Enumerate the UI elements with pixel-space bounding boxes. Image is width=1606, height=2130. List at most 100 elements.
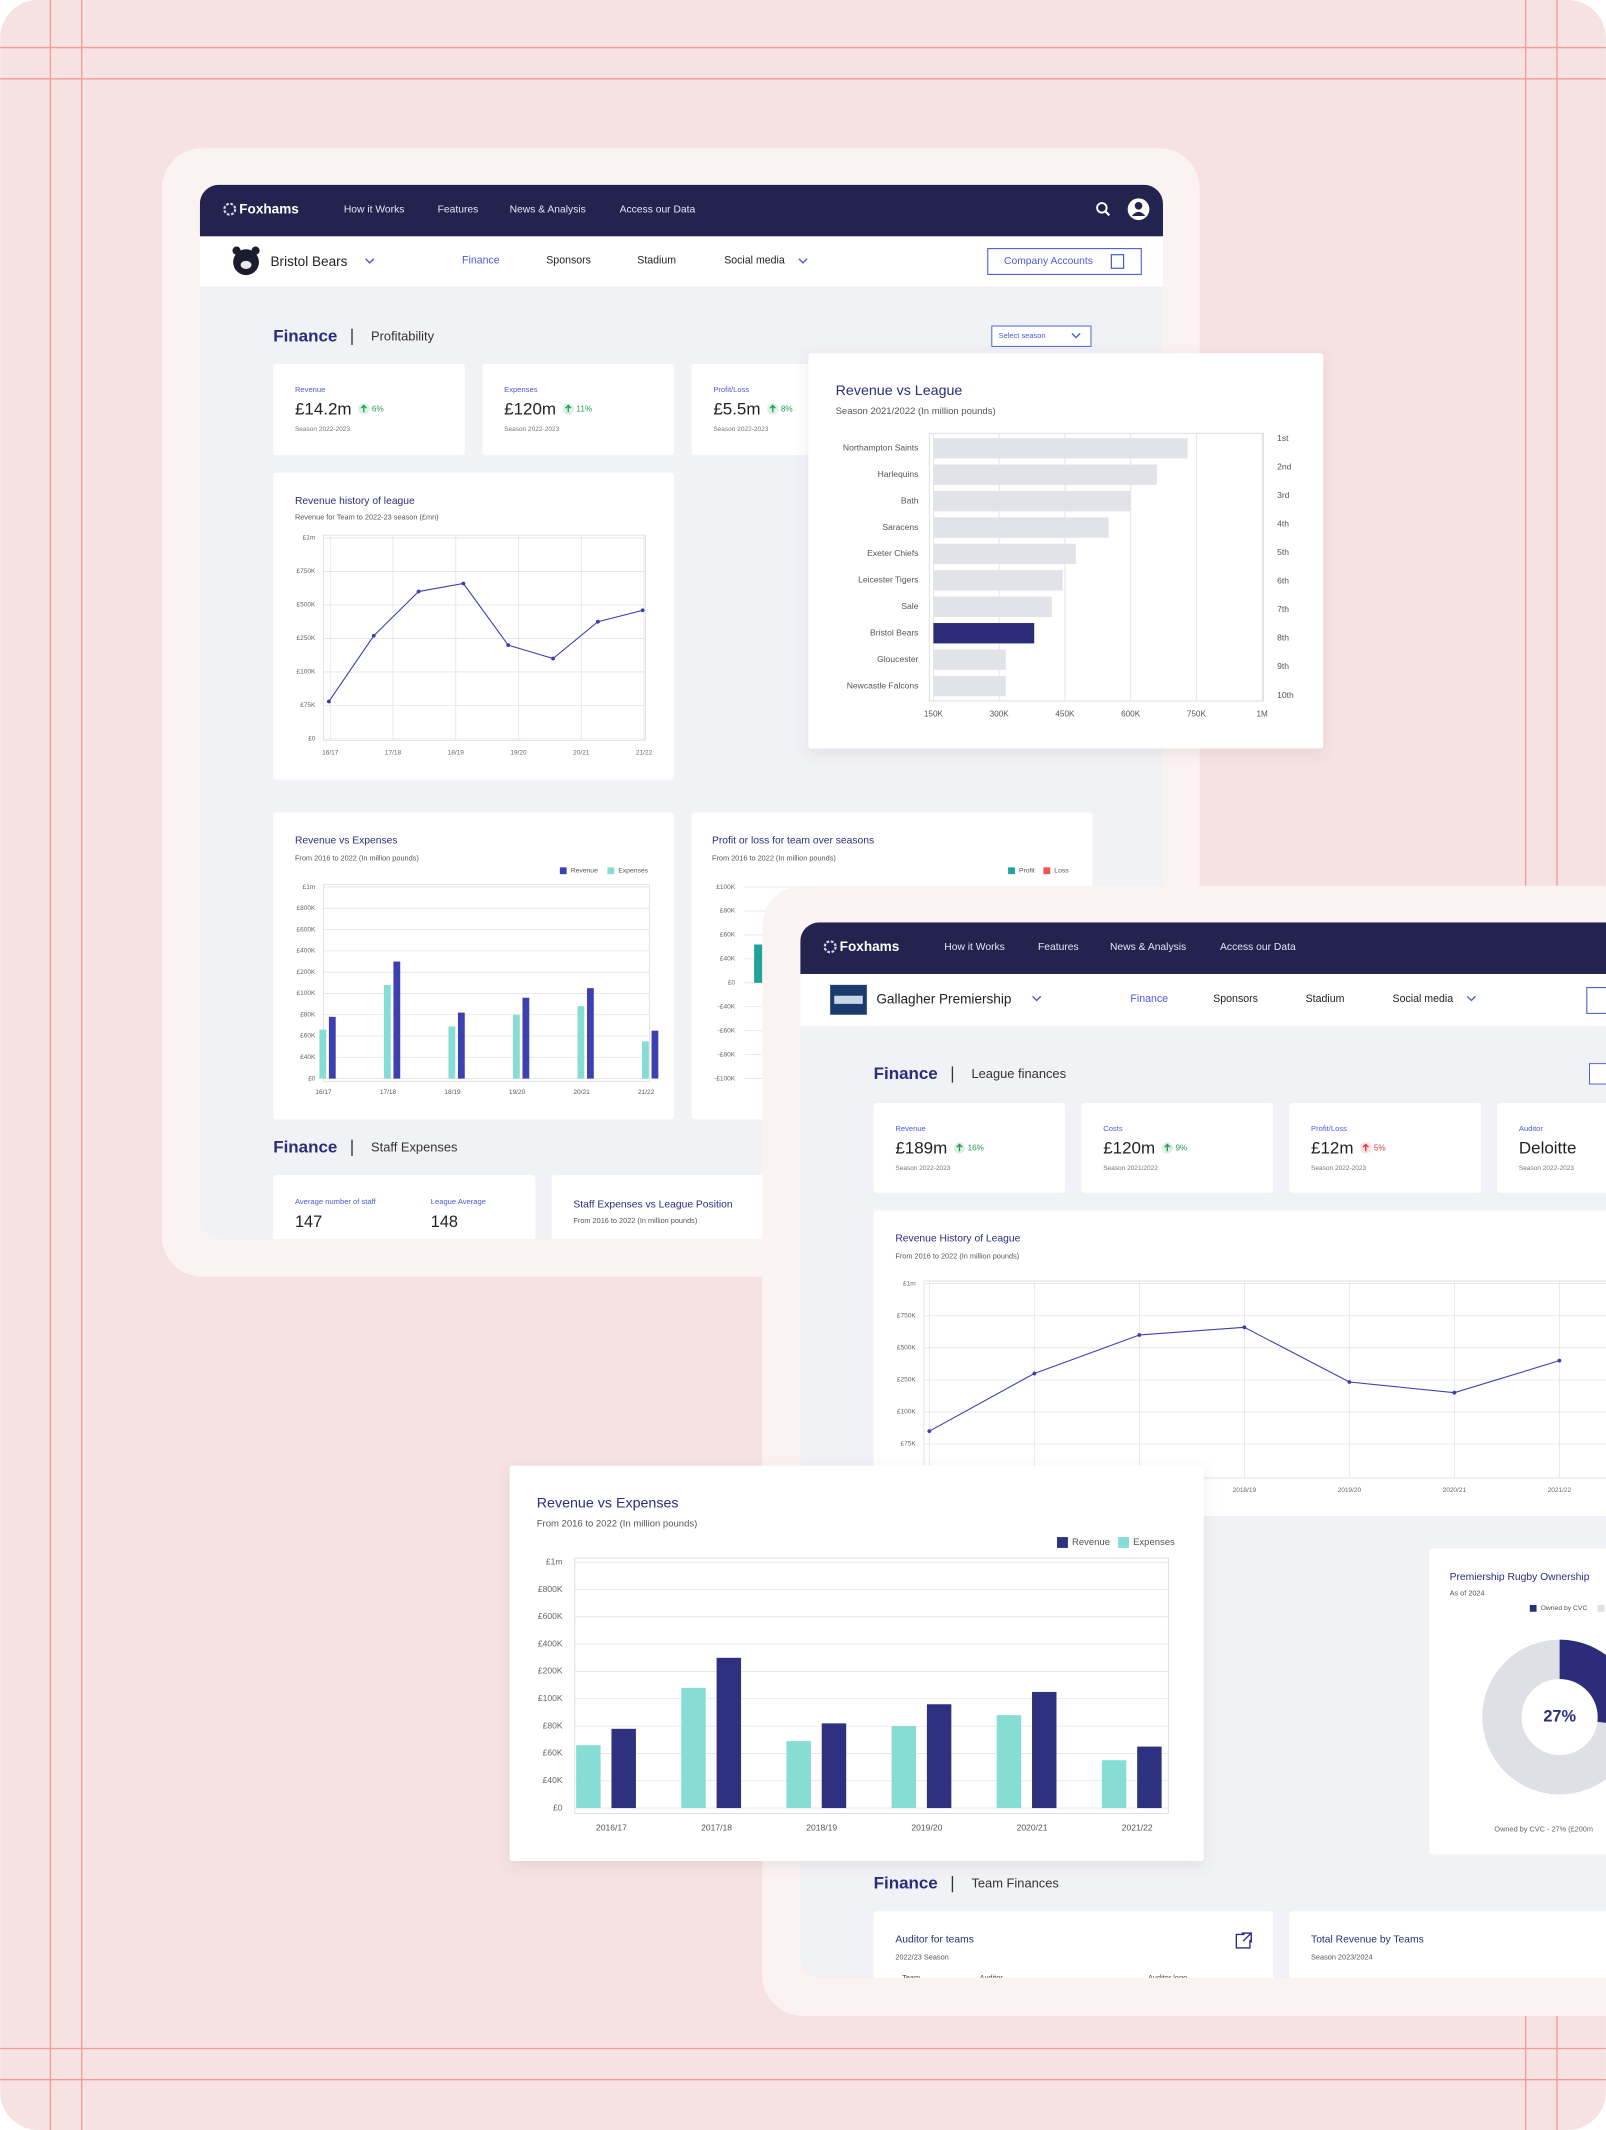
y-tick-label: £1m (303, 884, 316, 891)
tab[interactable]: Finance (1130, 993, 1168, 1005)
kpi-card (1081, 1103, 1274, 1193)
revenue-vs-expenses-card: Revenue vs Expenses From 2016 to 2022 (In… (509, 1465, 1204, 1862)
y-tick-label: £200K (296, 969, 315, 976)
nav-link[interactable]: How it Works (944, 942, 1005, 953)
chart-title: Revenue history of league (295, 496, 415, 507)
season-select[interactable] (991, 325, 1092, 347)
company-accounts-button[interactable] (987, 248, 1142, 275)
chevron[interactable] (365, 258, 375, 264)
kpi-card (482, 364, 674, 456)
x-tick-label: 16/17 (315, 1089, 332, 1096)
select-label[interactable]: Select season (999, 331, 1046, 340)
bar (933, 464, 1157, 485)
nav-link[interactable]: News & Analysis (1110, 942, 1186, 953)
nav-link[interactable]: How it Works (344, 205, 405, 216)
chart-card (873, 1210, 1606, 1516)
bar (933, 649, 1006, 670)
chart-title: Revenue vs Expenses (537, 1496, 679, 1512)
bar (587, 988, 594, 1079)
x-tick-label: 20/21 (573, 749, 590, 756)
league-logo-band (834, 995, 863, 1004)
chevron[interactable] (1466, 995, 1476, 1002)
bar (681, 1687, 706, 1809)
y-tick-label: £0 (308, 736, 316, 743)
chart-card (1429, 1548, 1606, 1855)
kpi-change: 8% (781, 405, 793, 414)
y-tick-label: £100K (296, 669, 315, 676)
external-link-icon[interactable] (1235, 1932, 1252, 1949)
card-subtitle: 2022/23 Season (895, 1952, 948, 1961)
y-tick-label: £250K (296, 635, 315, 642)
bar (786, 1741, 811, 1809)
legend-swatch (1043, 867, 1051, 875)
button-label[interactable]: Company Accounts (1004, 256, 1093, 267)
card-title: Auditor for teams (895, 1935, 974, 1946)
trend-arrow (1164, 1143, 1171, 1152)
chart-subtitle: From 2016 to 2022 (In million pounds) (712, 853, 836, 862)
kpi-change: 9% (1175, 1144, 1187, 1153)
nav-link[interactable]: Access our Data (1220, 942, 1296, 953)
tab[interactable]: Sponsors (1213, 993, 1258, 1005)
y-tick-label: -£40K (718, 1003, 736, 1010)
trend-arrow (360, 404, 367, 413)
legend-label: Revenue (571, 868, 598, 875)
chevron[interactable] (1071, 333, 1081, 339)
kpi-value: 148 (431, 1213, 458, 1231)
tab[interactable]: Stadium (1306, 993, 1345, 1005)
category-label: Bristol Bears (870, 627, 918, 637)
season-select[interactable] (1589, 1063, 1606, 1085)
bar (1137, 1746, 1162, 1809)
plot-area (323, 534, 646, 741)
tab[interactable]: Social media (1393, 993, 1454, 1005)
nav-link[interactable]: Access our Data (620, 205, 696, 216)
y-tick-label: £100K (716, 884, 735, 891)
line-point (1347, 1380, 1352, 1384)
nav-link[interactable]: News & Analysis (510, 205, 586, 216)
league-name[interactable]: Gallagher Premiership (876, 991, 1011, 1006)
column-header: Team (902, 1973, 920, 1982)
section-title: Finance (273, 326, 337, 345)
bar (651, 1030, 659, 1079)
nav-link[interactable]: Features (438, 205, 479, 216)
y-tick-label: £40K (543, 1775, 563, 1785)
bar (933, 438, 1188, 459)
rank-label: 8th (1277, 633, 1289, 643)
y-tick-label: £100K (897, 1409, 916, 1416)
bar (716, 1657, 742, 1809)
kpi-label: Revenue (295, 385, 325, 394)
tab[interactable]: Stadium (637, 255, 676, 267)
brand[interactable]: Foxhams (239, 201, 299, 216)
team-name[interactable]: Bristol Bears (271, 254, 348, 269)
brand[interactable]: Foxhams (840, 939, 900, 954)
x-tick-label: 16/17 (322, 749, 339, 756)
bar (933, 543, 1076, 565)
chevron[interactable] (1032, 995, 1042, 1002)
chevron[interactable] (798, 258, 808, 264)
search-icon[interactable] (1096, 202, 1108, 214)
tab[interactable]: Finance (462, 255, 500, 267)
bar (448, 1026, 456, 1079)
search-icon-handle[interactable] (1104, 210, 1111, 217)
tab[interactable]: Sponsors (546, 255, 591, 267)
kpi-card (273, 1175, 536, 1239)
bar (611, 1728, 636, 1809)
section-title: Finance (874, 1064, 938, 1083)
x-tick-label: 2021/22 (1548, 1487, 1572, 1494)
kpi-label: Auditor (1519, 1124, 1544, 1133)
rank-label: 1st (1277, 433, 1289, 443)
bar (1032, 1691, 1057, 1809)
legend-label: Profit (1019, 868, 1035, 875)
nav-link[interactable]: Features (1038, 942, 1079, 953)
x-tick-label: 20/21 (573, 1089, 590, 1096)
y-tick-label: £75K (901, 1441, 917, 1448)
company-accounts-button[interactable] (1586, 987, 1606, 1014)
bar (642, 1041, 649, 1079)
y-tick-label: £750K (296, 568, 315, 575)
kpi-change: 16% (968, 1144, 984, 1153)
bar (512, 1014, 520, 1079)
bar (996, 1715, 1022, 1809)
bar (933, 596, 1052, 617)
team-logo-ear (232, 246, 241, 255)
kpi-note: Season 2022-2023 (713, 426, 768, 433)
tab[interactable]: Social media (724, 255, 785, 267)
